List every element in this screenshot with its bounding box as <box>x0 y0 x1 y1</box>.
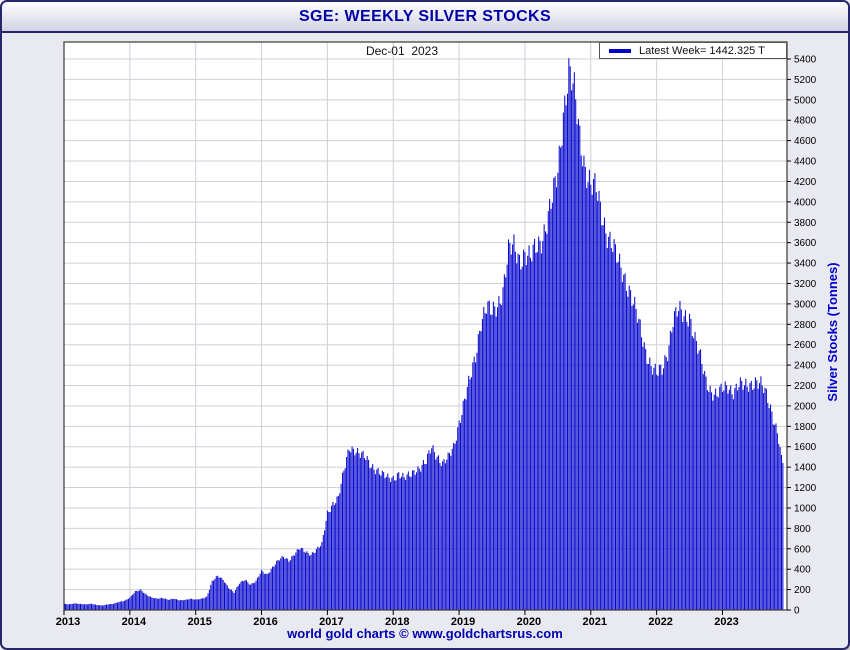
svg-text:2022: 2022 <box>648 616 672 628</box>
svg-text:0: 0 <box>794 606 800 617</box>
svg-text:5200: 5200 <box>794 75 817 86</box>
svg-text:2015: 2015 <box>187 616 211 628</box>
svg-text:2016: 2016 <box>253 616 277 628</box>
title-bar: SGE: WEEKLY SILVER STOCKS <box>2 2 848 33</box>
svg-text:2014: 2014 <box>122 616 147 628</box>
svg-text:1400: 1400 <box>794 463 817 474</box>
legend-label: Latest Week= 1442.325 T <box>639 44 765 57</box>
svg-text:2020: 2020 <box>517 616 541 628</box>
svg-text:2013: 2013 <box>56 616 80 628</box>
legend-box: Latest Week= 1442.325 T <box>599 42 787 59</box>
svg-text:2017: 2017 <box>319 616 343 628</box>
svg-text:2018: 2018 <box>385 616 409 628</box>
svg-text:2800: 2800 <box>794 320 817 331</box>
svg-text:3000: 3000 <box>794 299 817 310</box>
svg-text:3200: 3200 <box>794 279 817 290</box>
x-axis-labels: 2013 2014 2015 2016 2017 2018 2019 2020 2021 2022… <box>56 610 739 628</box>
svg-text:4200: 4200 <box>794 177 817 188</box>
y-axis-title: Silver Stocks (Tonnes) <box>825 262 840 402</box>
svg-text:400: 400 <box>794 565 811 576</box>
svg-text:5000: 5000 <box>794 95 817 106</box>
bars <box>64 58 784 611</box>
svg-text:3600: 3600 <box>794 238 817 249</box>
page-title: SGE: WEEKLY SILVER STOCKS <box>298 7 552 25</box>
svg-text:200: 200 <box>794 585 811 596</box>
svg-text:2019: 2019 <box>451 616 475 628</box>
date-annotation: Dec-01 2023 <box>365 44 439 58</box>
svg-text:1600: 1600 <box>794 442 817 453</box>
svg-text:600: 600 <box>794 544 811 555</box>
svg-text:4600: 4600 <box>794 136 817 147</box>
svg-text:2600: 2600 <box>794 340 817 351</box>
svg-text:4000: 4000 <box>794 197 817 208</box>
svg-text:4800: 4800 <box>794 116 817 127</box>
svg-text:1200: 1200 <box>794 483 817 494</box>
svg-text:5400: 5400 <box>794 55 817 66</box>
svg-text:4400: 4400 <box>794 157 817 168</box>
y-axis-labels: 0 200 400 600 800 1000 1200 1400 1600 1800 2000 220… <box>787 55 817 617</box>
svg-text:800: 800 <box>794 524 811 535</box>
svg-text:1800: 1800 <box>794 422 817 433</box>
legend-line-icon <box>609 48 631 53</box>
svg-text:2023: 2023 <box>714 616 738 628</box>
plot-border <box>63 41 788 611</box>
svg-text:1000: 1000 <box>794 503 817 514</box>
svg-text:2021: 2021 <box>583 616 607 628</box>
footer-credit: world gold charts © www.goldchartsrus.co… <box>287 626 563 641</box>
svg-text:3800: 3800 <box>794 218 817 229</box>
svg-text:2000: 2000 <box>794 401 817 412</box>
svg-text:2400: 2400 <box>794 361 817 372</box>
svg-text:3400: 3400 <box>794 259 817 270</box>
svg-text:2200: 2200 <box>794 381 817 392</box>
